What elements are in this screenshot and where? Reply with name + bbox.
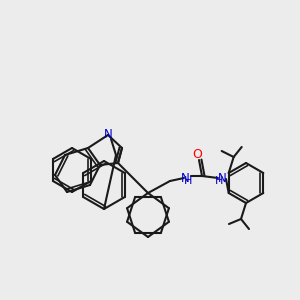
Text: H: H [215, 176, 223, 186]
Text: N: N [218, 172, 226, 184]
Text: N: N [103, 128, 112, 140]
Text: H: H [184, 176, 192, 186]
Text: O: O [192, 148, 202, 161]
Text: N: N [181, 172, 189, 185]
